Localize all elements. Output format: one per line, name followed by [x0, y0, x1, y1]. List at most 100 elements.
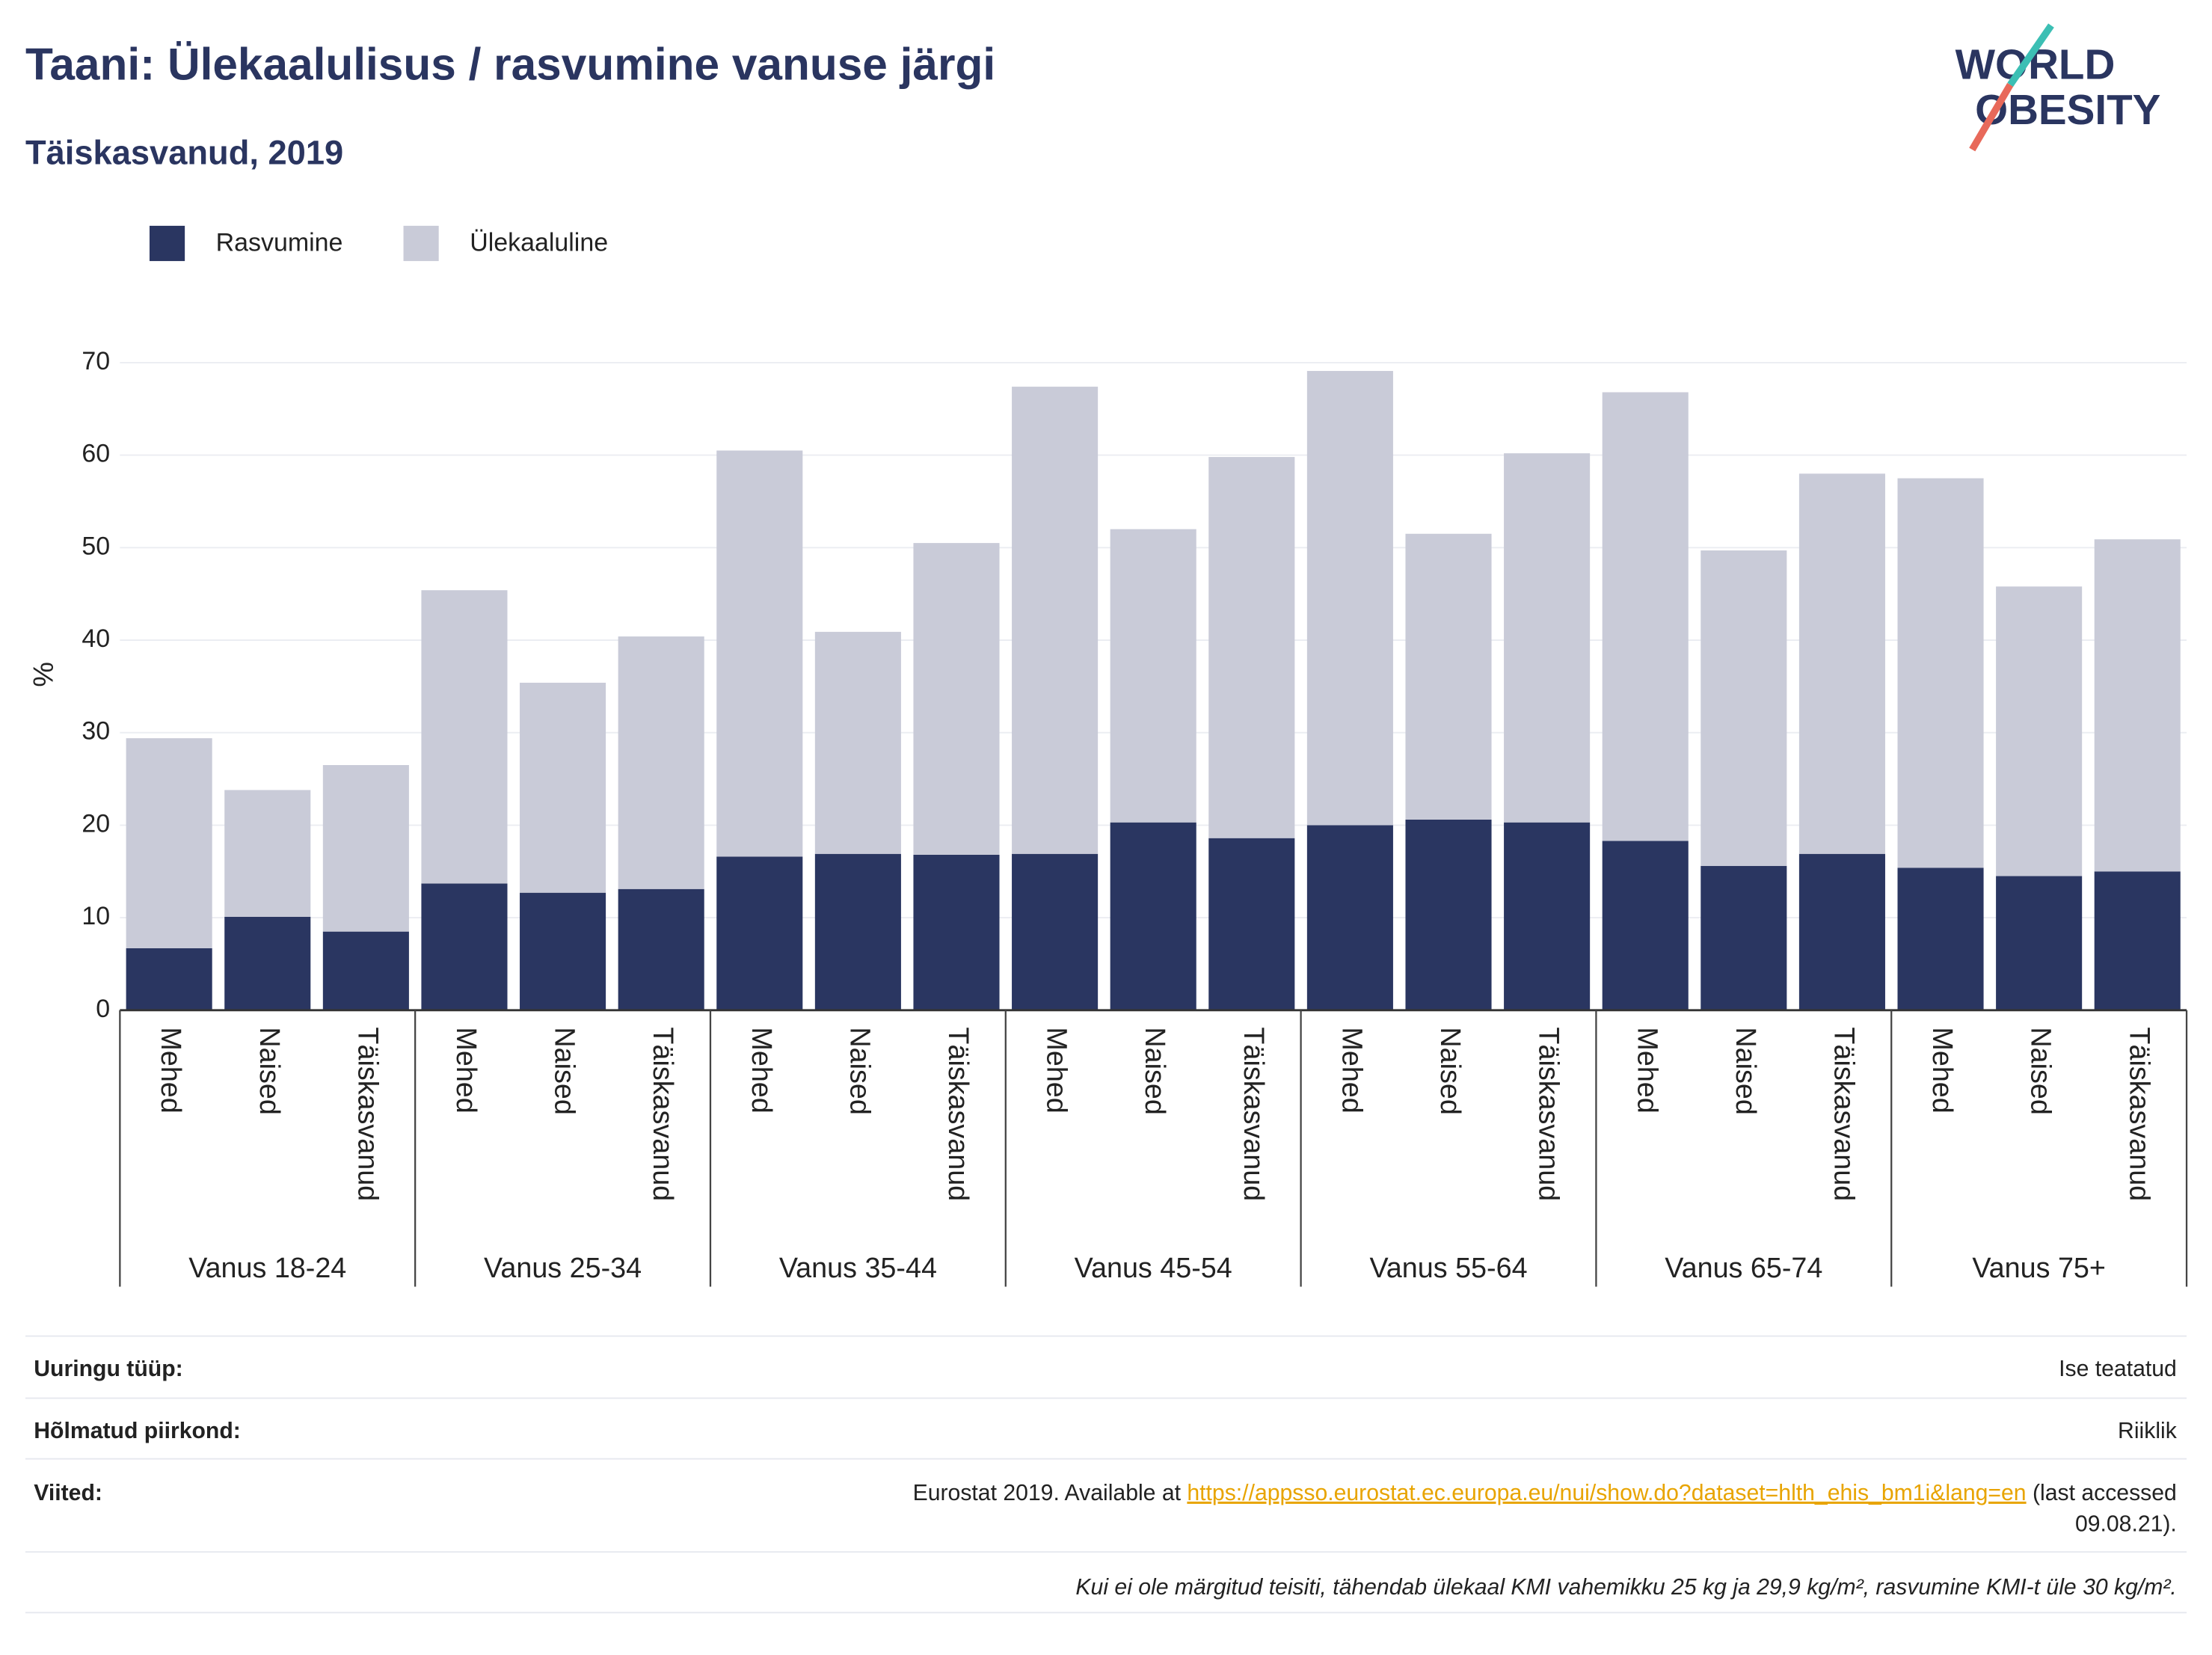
bar-segment — [716, 856, 803, 1010]
x-tick-label: Naised — [1435, 1027, 1466, 1114]
x-tick-label: Täiskasvanud — [352, 1027, 384, 1201]
bar-segment — [1405, 819, 1492, 1010]
y-tick-label: 30 — [82, 717, 110, 746]
group-label: Vanus 45-54 — [1075, 1252, 1232, 1283]
y-tick-label: 20 — [82, 809, 110, 838]
x-tick-label: Täiskasvanud — [1828, 1027, 1860, 1201]
row-label: Hõlmatud piirkond: — [34, 1419, 241, 1443]
legend-label: Rasvumine — [216, 228, 343, 257]
y-tick-label: 50 — [82, 532, 110, 560]
x-tick-label: Naised — [550, 1027, 581, 1114]
bar-segment — [913, 543, 1000, 855]
reference-text: (last accessed — [2027, 1481, 2177, 1505]
bar-segment — [1504, 453, 1591, 823]
bar-segment — [1405, 533, 1492, 820]
legend-swatch — [403, 225, 439, 262]
group-label: Vanus 25-34 — [484, 1252, 642, 1283]
bar-segment — [2094, 539, 2181, 872]
bar-segment — [1798, 473, 1885, 854]
bar-segment — [126, 738, 212, 948]
y-tick-label: 0 — [96, 995, 110, 1023]
group-label: Vanus 18-24 — [188, 1252, 346, 1283]
bar-segment — [814, 631, 901, 854]
x-tick-label: Naised — [1140, 1027, 1171, 1114]
x-tick-label: Mehed — [746, 1027, 778, 1113]
bar-segment — [716, 450, 803, 857]
bar-segment — [1996, 876, 2083, 1010]
bar-segment — [1012, 853, 1099, 1010]
note: Kui ei ole märgitud teisiti, tähendab ül… — [1075, 1575, 2176, 1600]
bar-segment — [1208, 838, 1295, 1010]
reference-link[interactable]: https://appsso.eurostat.ec.europa.eu/nui… — [1187, 1481, 2026, 1505]
bar-segment — [520, 892, 606, 1010]
bar-segment — [421, 590, 508, 884]
chart-subtitle: Täiskasvanud, 2019 — [25, 134, 343, 172]
bar-segment — [1798, 853, 1885, 1010]
bar-segment — [322, 764, 409, 932]
bar-segment — [1208, 457, 1295, 838]
row-value: Riiklik — [2118, 1419, 2178, 1443]
bar-segment — [126, 948, 212, 1010]
x-tick-label: Täiskasvanud — [1238, 1027, 1270, 1201]
bar-segment — [1602, 841, 1689, 1010]
x-tick-label: Täiskasvanud — [2124, 1027, 2155, 1201]
bar-segment — [1012, 387, 1099, 854]
bar-segment — [814, 853, 901, 1010]
x-tick-label: Mehed — [1632, 1027, 1663, 1113]
x-tick-label: Mehed — [1042, 1027, 1073, 1113]
row-value: Ise teatatud — [2059, 1357, 2177, 1381]
footer: Uuringu tüüp: Ise teatatud Hõlmatud piir… — [25, 1335, 2187, 1614]
x-tick-label: Täiskasvanud — [943, 1027, 974, 1201]
bar-segment — [421, 883, 508, 1010]
reference: Eurostat 2019. Available at https://apps… — [913, 1481, 2177, 1505]
reference-text: Eurostat 2019. Available at — [913, 1481, 1188, 1505]
group-label: Vanus 65-74 — [1665, 1252, 1822, 1283]
bar-segment — [1897, 868, 1984, 1010]
bar-segment — [913, 854, 1000, 1010]
bar-segment — [1306, 825, 1393, 1010]
x-tick-label: Naised — [844, 1027, 876, 1114]
group-label: Vanus 75+ — [1972, 1252, 2106, 1283]
row-label: Uuringu tüüp: — [34, 1357, 182, 1381]
y-tick-label: 60 — [82, 440, 110, 468]
bar-segment — [1996, 586, 2083, 876]
bar-segment — [618, 888, 704, 1010]
y-tick-label: 70 — [82, 347, 110, 375]
bar-segment — [1110, 822, 1196, 1010]
x-tick-label: Mehed — [451, 1027, 482, 1113]
y-tick-label: 40 — [82, 624, 110, 653]
x-tick-label: Täiskasvanud — [1534, 1027, 1565, 1201]
bar-segment — [1897, 478, 1984, 868]
legend-label: Ülekaaluline — [470, 228, 608, 257]
bar-segment — [1701, 865, 1787, 1010]
reference-text: 09.08.21). — [2075, 1511, 2177, 1536]
bar-segment — [1110, 529, 1196, 823]
logo-slash — [2007, 23, 2054, 87]
bar-segment — [1602, 392, 1689, 841]
bar-segment — [224, 790, 311, 917]
x-tick-label: Mehed — [1336, 1027, 1368, 1113]
x-tick-label: Naised — [1730, 1027, 1762, 1114]
logo-slash — [1969, 82, 2014, 152]
x-tick-label: Mehed — [156, 1027, 187, 1113]
bar-segment — [224, 916, 311, 1010]
bar-segment — [1504, 822, 1591, 1010]
x-tick-label: Mehed — [1927, 1027, 1958, 1113]
x-tick-label: Naised — [254, 1027, 286, 1114]
group-label: Vanus 55-64 — [1369, 1252, 1527, 1283]
group-label: Vanus 35-44 — [779, 1252, 937, 1283]
bar-segment — [2094, 871, 2181, 1010]
bar-segment — [520, 682, 606, 893]
y-axis-label: % — [27, 662, 58, 687]
x-tick-label: Naised — [2026, 1027, 2057, 1114]
row-label: Viited: — [34, 1481, 102, 1505]
x-tick-label: Täiskasvanud — [648, 1027, 679, 1201]
logo: WORLD OBESITY — [1956, 23, 2160, 152]
y-tick-label: 10 — [82, 902, 110, 930]
bar-segment — [322, 931, 409, 1010]
chart-title: Taani: Ülekaalulisus / rasvumine vanuse … — [25, 39, 995, 90]
bar-segment — [1701, 550, 1787, 866]
legend-swatch — [149, 225, 185, 262]
bar-segment — [1306, 371, 1393, 826]
